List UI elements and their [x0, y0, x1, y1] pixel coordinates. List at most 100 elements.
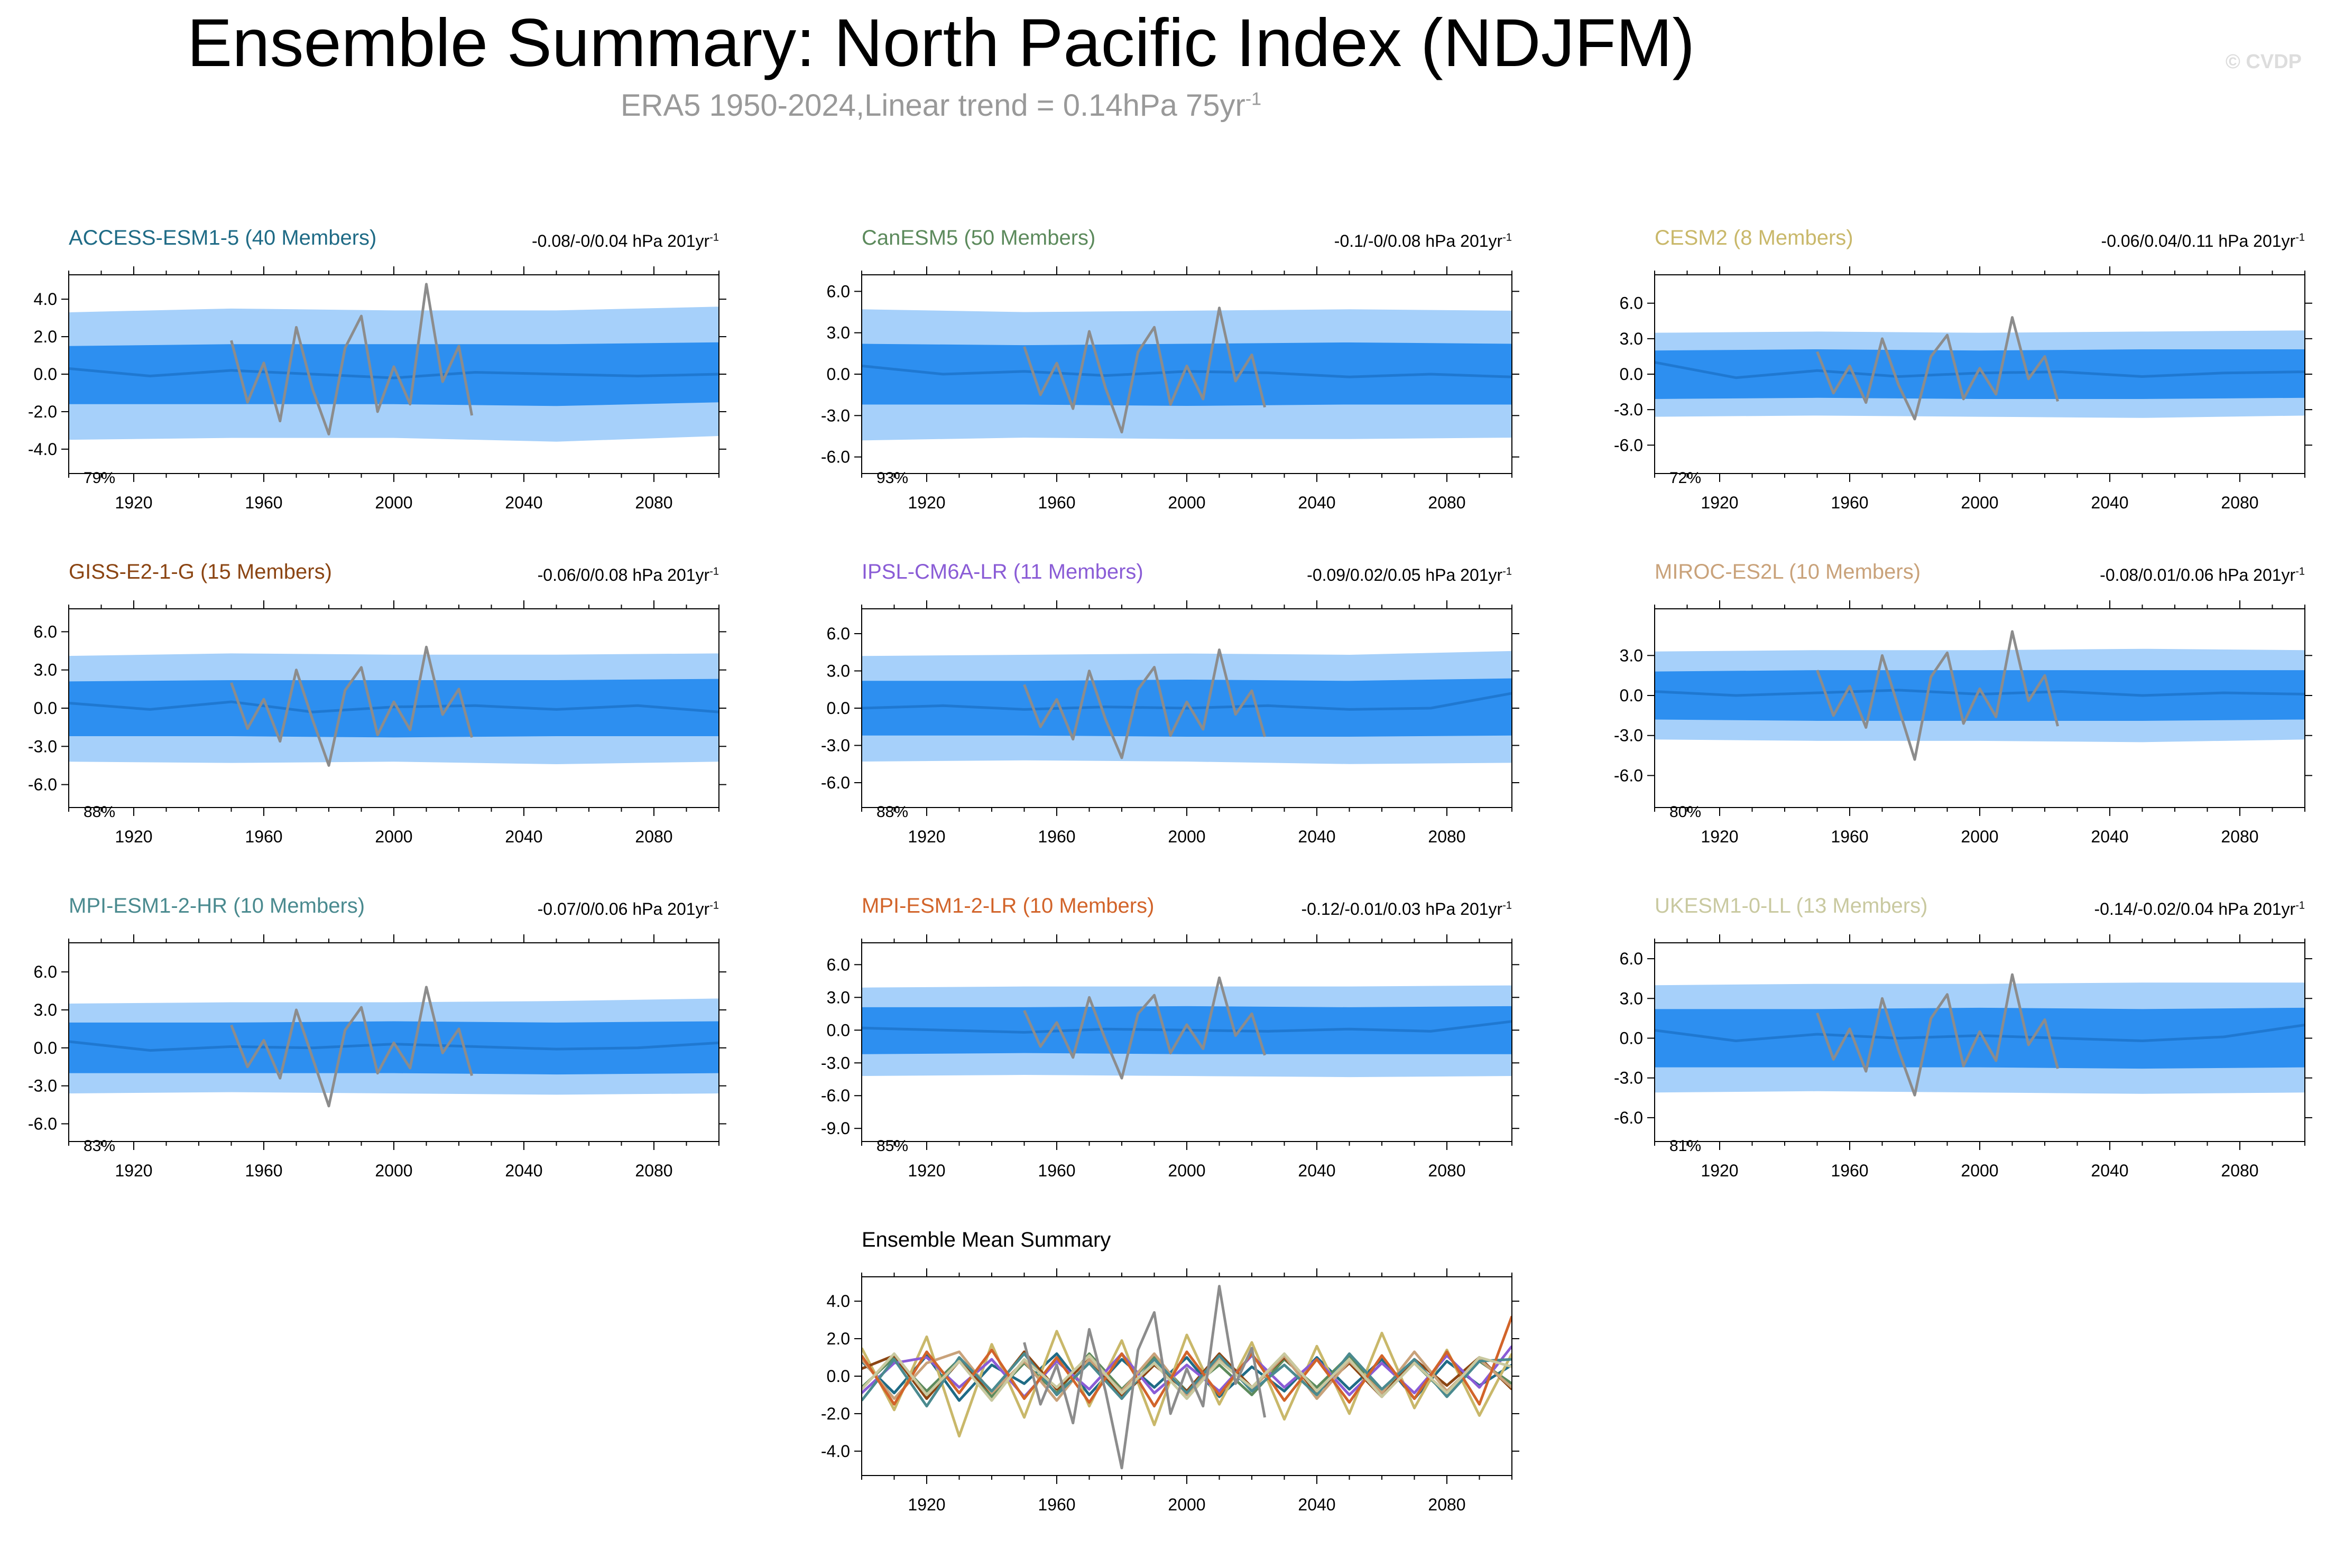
- y-tick-label: 6.0: [34, 962, 57, 981]
- y-tick-label: -6.0: [1614, 435, 1643, 454]
- y-tick-label: -3.0: [821, 736, 850, 755]
- observations-line: [230, 986, 474, 1108]
- trend-exponent: -1: [2295, 565, 2305, 578]
- panel-percent: 88%: [876, 803, 909, 821]
- panel-ensemble-mean-summary: Ensemble Mean Summary 4.0 2.0 0.0 -2.0 -4.0 1…: [793, 1228, 1565, 1524]
- ensemble-mean-line: [1655, 361, 2305, 379]
- y-tick-label: -3.0: [821, 1053, 850, 1072]
- panel-trend: -0.07/0/0.06 hPa 201yr-1: [538, 899, 719, 919]
- panel-percent: 83%: [84, 1137, 116, 1155]
- y-tick-label: 0.0: [827, 1367, 850, 1386]
- x-tick-label: 2040: [2091, 1161, 2128, 1180]
- y-tick-label: 6.0: [1620, 949, 1643, 968]
- observations-line: [1023, 976, 1266, 1080]
- plot-area: [862, 1285, 1512, 1470]
- x-tick-label: 1960: [1038, 1495, 1075, 1514]
- panel-giss-e2-1-g: GISS-E2-1-G (15 Members) -0.06/0/0.08 hP…: [0, 560, 772, 856]
- x-tick-label: 2040: [1298, 493, 1335, 512]
- x-tick-label: 2080: [2221, 827, 2258, 846]
- y-tick-label: 2.0: [34, 327, 57, 346]
- panel-title: CanESM5 (50 Members): [862, 226, 1096, 249]
- plot-area: [69, 283, 719, 442]
- ensemble-mean-line: [862, 1020, 1512, 1034]
- trend-text: -0.06/0/0.08 hPa 201yr: [537, 565, 710, 584]
- x-tick-label: 2040: [1298, 1161, 1335, 1180]
- x-tick-label: 2040: [505, 1161, 542, 1180]
- trend-exponent: -1: [2295, 231, 2305, 244]
- x-tick-label: 2080: [635, 1161, 672, 1180]
- x-tick-label: 2000: [1168, 1495, 1205, 1514]
- plot-area: [69, 986, 719, 1108]
- plot-frame: [861, 1276, 1512, 1476]
- panel-miroc-es2l: MIROC-ES2L (10 Members) -0.08/0.01/0.06 …: [1586, 560, 2326, 856]
- observations-line: [230, 645, 474, 767]
- x-tick-label: 1960: [245, 1161, 282, 1180]
- panel-percent: 81%: [1669, 1137, 1702, 1155]
- trend-text: -0.1/-0/0.08 hPa 201yr: [1334, 231, 1503, 250]
- trend-exponent: -1: [1502, 899, 1512, 912]
- observations-line: [1023, 307, 1267, 434]
- trend-exponent: -1: [2295, 899, 2305, 912]
- y-tick-label: 0.0: [34, 365, 57, 384]
- y-tick-label: 6.0: [827, 624, 850, 643]
- y-tick-label: 2.0: [827, 1329, 850, 1348]
- x-tick-label: 2040: [1298, 827, 1335, 846]
- y-tick-label: 6.0: [34, 622, 57, 641]
- panel-title: GISS-E2-1-G (15 Members): [69, 560, 332, 583]
- plot-area: [69, 645, 719, 767]
- panel-trend: -0.08/0.01/0.06 hPa 201yr-1: [2100, 565, 2305, 585]
- trend-exponent: -1: [709, 899, 719, 912]
- panel-title: Ensemble Mean Summary: [862, 1228, 1111, 1251]
- x-tick-label: 2000: [1168, 827, 1205, 846]
- series-line: [862, 1352, 1512, 1402]
- inner-band: [862, 342, 1512, 406]
- credit-label: © CVDP: [2225, 51, 2302, 73]
- x-tick-label: 1920: [1701, 827, 1738, 846]
- x-tick-label: 1920: [115, 1161, 152, 1180]
- y-tick-label: 4.0: [827, 1292, 850, 1311]
- y-tick-label: 0.0: [827, 699, 850, 718]
- subtitle-text: ERA5 1950-2024,Linear trend = 0.14hPa 75…: [620, 88, 1245, 123]
- x-tick-label: 1960: [245, 493, 282, 512]
- panel-title: IPSL-CM6A-LR (11 Members): [862, 560, 1143, 583]
- panel-percent: 88%: [84, 803, 116, 821]
- panel-cesm2: CESM2 (8 Members) -0.06/0.04/0.11 hPa 20…: [1586, 226, 2326, 522]
- x-tick-label: 2000: [1961, 1161, 1998, 1180]
- y-tick-label: -3.0: [1614, 1069, 1643, 1088]
- y-tick-label: -2.0: [28, 402, 57, 421]
- plot-area: [862, 976, 1512, 1080]
- y-tick-label: -6.0: [1614, 1108, 1643, 1127]
- x-tick-label: 2080: [1428, 1495, 1465, 1514]
- series-line: [862, 1350, 1512, 1402]
- y-tick-label: 0.0: [1620, 365, 1643, 384]
- x-tick-label: 2080: [1428, 827, 1465, 846]
- y-tick-label: 3.0: [827, 662, 850, 681]
- y-tick-label: 0.0: [1620, 686, 1643, 705]
- observations-line: [1023, 648, 1267, 759]
- panel-plot: 6.0 3.0 0.0 -3.0 -6.0 -9.0 1920 1960 2000 2040 208…: [821, 934, 1519, 1180]
- trend-exponent: -1: [709, 231, 719, 244]
- plot-area: [1655, 630, 2305, 761]
- plot-area: [862, 307, 1512, 441]
- x-tick-label: 1960: [1831, 1161, 1868, 1180]
- x-tick-label: 2000: [375, 1161, 412, 1180]
- y-tick-label: 0.0: [1620, 1028, 1643, 1047]
- y-tick-label: 3.0: [1620, 989, 1643, 1008]
- panel-percent: 79%: [84, 469, 116, 487]
- y-tick-label: 3.0: [1620, 646, 1643, 665]
- page-title: Ensemble Summary: North Pacific Index (N…: [187, 5, 1695, 81]
- trend-text: -0.07/0/0.06 hPa 201yr: [537, 899, 710, 918]
- observations-line: [1816, 630, 2060, 761]
- plot-area: [862, 648, 1512, 764]
- y-tick-label: 6.0: [827, 955, 850, 974]
- y-tick-label: 0.0: [827, 1020, 850, 1040]
- x-tick-label: 1960: [245, 827, 282, 846]
- panel-plot: 3.0 0.0 -3.0 -6.0 1920 1960 2000 2040 2080: [1614, 600, 2312, 846]
- x-tick-label: 1920: [115, 493, 152, 512]
- y-tick-label: 3.0: [827, 323, 850, 342]
- y-tick-label: -4.0: [821, 1442, 850, 1461]
- inner-band: [1655, 1007, 2305, 1069]
- x-tick-label: 1960: [1038, 1161, 1075, 1180]
- y-tick-label: 0.0: [34, 1038, 57, 1057]
- y-tick-label: 0.0: [34, 699, 57, 718]
